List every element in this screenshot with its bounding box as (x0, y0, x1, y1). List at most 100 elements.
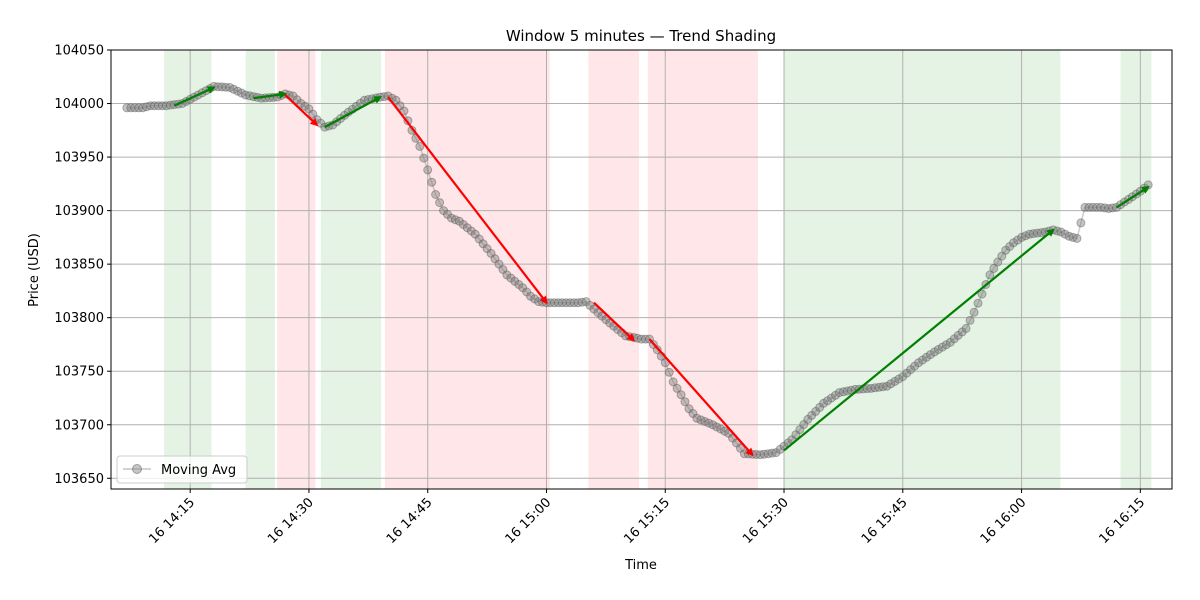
moving-avg-point (969, 307, 979, 317)
moving-avg-point (217, 82, 227, 92)
moving-avg-point (637, 334, 646, 344)
moving-avg-point (221, 82, 231, 92)
y-tick-label: 104000 (54, 97, 104, 112)
y-tick-label: 103700 (54, 418, 104, 433)
y-tick-label: 103850 (54, 258, 104, 273)
moving-avg-point (989, 263, 999, 273)
moving-avg-point (498, 265, 508, 274)
chart-title: Window 5 minutes — Trend Shading (506, 27, 776, 45)
moving-avg-point (565, 298, 575, 308)
moving-avg-point (957, 327, 967, 337)
moving-avg-point (933, 345, 943, 354)
moving-avg-point (450, 215, 460, 225)
moving-avg-point (953, 330, 963, 340)
moving-avg-point (1056, 227, 1066, 237)
moving-avg-point (245, 91, 255, 101)
moving-avg-point (716, 424, 726, 434)
moving-avg-point (1017, 232, 1027, 242)
moving-avg-point (1072, 233, 1082, 243)
moving-avg-point (502, 270, 512, 280)
moving-avg-point (1108, 203, 1118, 213)
moving-avg-point (1001, 245, 1011, 255)
moving-avg-point (878, 382, 888, 392)
moving-avg-point (1013, 235, 1023, 245)
moving-avg-point (439, 206, 449, 216)
y-tick-label: 103750 (54, 365, 104, 380)
trend-arrow-up-3 (324, 96, 382, 129)
moving-avg-point (803, 414, 813, 424)
moving-avg-point (530, 294, 540, 304)
series-layer (122, 81, 1153, 460)
moving-avg-point (1028, 229, 1038, 239)
moving-avg-point (150, 101, 159, 111)
moving-avg-point (1092, 202, 1102, 212)
moving-avg-point (910, 361, 920, 371)
moving-avg-point (1021, 231, 1030, 241)
moving-avg-point (799, 420, 809, 429)
moving-avg-point (926, 350, 935, 360)
moving-avg-point (692, 413, 702, 423)
moving-avg-point (161, 101, 171, 111)
moving-avg-point (977, 289, 987, 299)
y-tick-label: 103950 (54, 151, 104, 166)
moving-avg-point (593, 308, 603, 318)
moving-avg-point (304, 104, 314, 114)
moving-avg-point (1009, 238, 1019, 248)
moving-avg-point (447, 213, 456, 223)
moving-avg-point (668, 377, 678, 387)
moving-avg-point (791, 430, 801, 440)
moving-avg-point (819, 398, 829, 408)
moving-avg-point (126, 103, 136, 113)
moving-avg-point (415, 141, 425, 151)
moving-avg-point (462, 223, 472, 233)
y-axis: 103650 103700 103750 103800 103850 103900 1039… (54, 44, 111, 487)
moving-avg-point (1088, 202, 1098, 212)
moving-avg-point (237, 88, 247, 98)
moving-avg-point (553, 298, 563, 308)
moving-avg-point (569, 298, 579, 308)
moving-avg-point (831, 390, 840, 400)
moving-avg-point (771, 448, 781, 458)
moving-avg-point (890, 376, 900, 386)
moving-avg-point (838, 387, 848, 397)
moving-avg-point (763, 449, 773, 459)
moving-avg-point (684, 404, 694, 414)
moving-avg-point (696, 415, 706, 425)
moving-avg-point (1076, 218, 1086, 228)
moving-avg-point (870, 383, 880, 393)
moving-avg-point (708, 420, 718, 430)
moving-avg-point (680, 397, 690, 407)
moving-avg-point (700, 417, 710, 426)
legend: Moving Avg (116, 455, 248, 484)
moving-avg-point (229, 84, 239, 94)
moving-avg-point (676, 390, 686, 400)
moving-avg-point (154, 101, 163, 111)
moving-avg-point (997, 251, 1007, 261)
moving-avg-point (807, 410, 817, 420)
moving-avg-point (993, 257, 1003, 267)
moving-avg-point (720, 426, 730, 436)
trend-shade-down-6 (647, 50, 758, 489)
moving-avg-line (126, 85, 1149, 456)
moving-avg-point (474, 234, 484, 244)
moving-avg-point (941, 340, 951, 350)
moving-avg-point (589, 304, 599, 314)
moving-avg-point (561, 298, 571, 308)
trend-shade-up-0 (164, 50, 212, 489)
moving-avg-point (577, 297, 587, 307)
y-tick-label: 103900 (54, 204, 104, 219)
moving-avg-point (510, 276, 520, 286)
moving-avg-point (795, 425, 805, 435)
moving-avg-point (138, 103, 148, 113)
moving-avg-point (241, 90, 251, 100)
moving-avg-point (973, 298, 983, 308)
trend-arrow-down-5 (593, 301, 636, 342)
moving-avg-point (914, 358, 924, 368)
moving-avg-point (526, 291, 536, 301)
moving-avg-point (585, 300, 595, 310)
moving-avg-point (427, 177, 437, 187)
moving-avg-point (494, 259, 504, 269)
trend-arrow-down-4 (387, 96, 548, 305)
moving-avg-point (949, 334, 959, 344)
moving-avg-point (759, 449, 769, 459)
